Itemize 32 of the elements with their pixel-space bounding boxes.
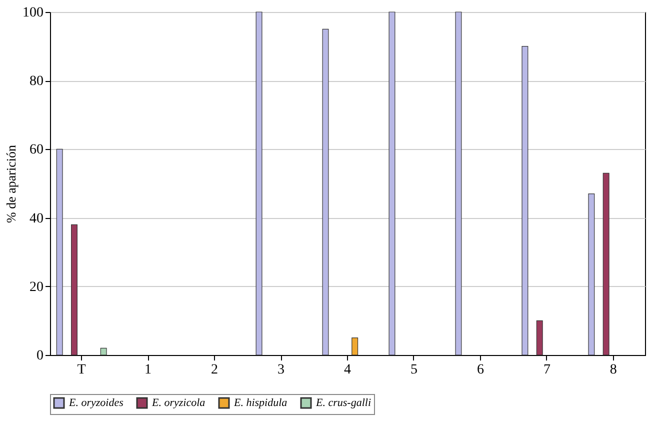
y-tick-label: 60 [30, 142, 44, 158]
bar [602, 172, 610, 356]
bar [56, 148, 63, 356]
bar [322, 28, 329, 356]
x-tick-label: T [77, 362, 86, 378]
bar [522, 46, 528, 356]
x-tick-label: 4 [344, 362, 351, 378]
x-tick-label: 3 [278, 362, 285, 378]
y-tick-label: 100 [22, 6, 44, 20]
y-tick-label: 0 [36, 348, 44, 364]
bar [71, 224, 78, 356]
bar [100, 348, 107, 356]
legend-label: E. hispidula [233, 397, 288, 409]
x-tick-label: 5 [410, 362, 418, 378]
y-axis-title: % de aparición [4, 144, 18, 223]
bar [588, 193, 595, 356]
x-tick-label: 8 [610, 362, 617, 378]
x-tick-label: 6 [476, 362, 484, 378]
bar [536, 320, 543, 356]
y-tick-label: 20 [30, 280, 44, 295]
legend-label: E. oryzoides [68, 397, 124, 409]
bar [455, 12, 462, 356]
legend-label: E. oryzicola [151, 397, 206, 409]
x-tick-label: 1 [144, 362, 152, 378]
legend-label: E. crus-galli [315, 397, 371, 409]
y-tick-label: 80 [30, 74, 44, 90]
y-tick-label: 40 [30, 211, 44, 226]
bar [388, 12, 396, 356]
bar [352, 338, 358, 356]
bar [256, 12, 262, 356]
x-tick-label: 2 [211, 362, 218, 378]
x-tick-label: 7 [543, 362, 550, 378]
